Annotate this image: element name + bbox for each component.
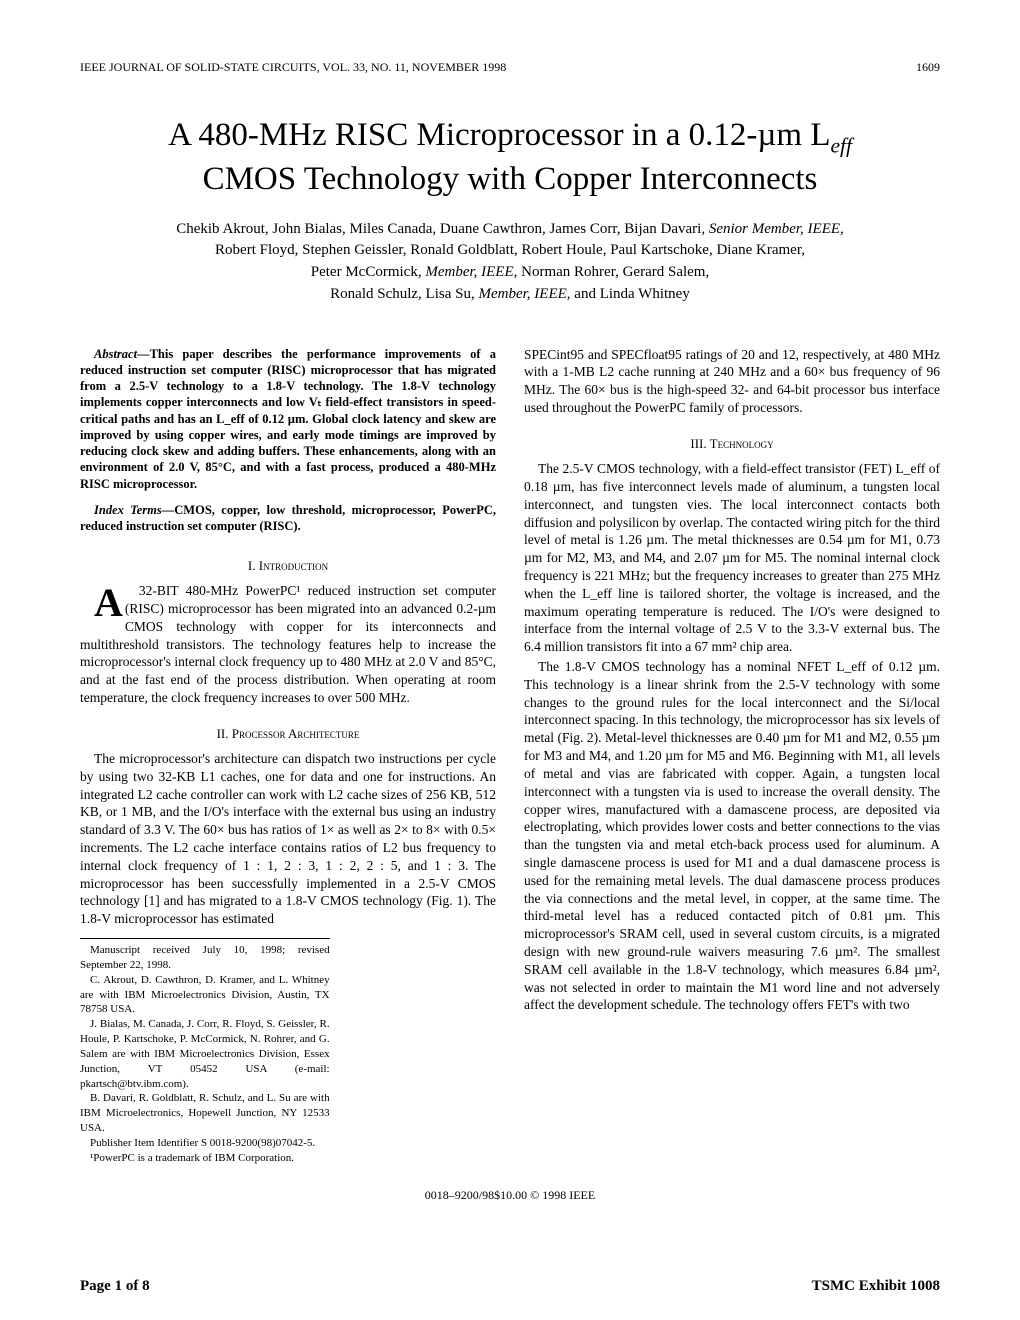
- paper-title: A 480-MHz RISC Microprocessor in a 0.12-…: [80, 115, 940, 201]
- col2-continuation: SPECint95 and SPECfloat95 ratings of 20 …: [524, 346, 940, 417]
- authors-affil3: Member, IEEE: [425, 264, 513, 280]
- right-column: SPECint95 and SPECfloat95 ratings of 20 …: [524, 346, 940, 1166]
- authors-l4b: , and Linda Whitney: [567, 286, 690, 302]
- section1-p1: A32-BIT 480-MHz PowerPC¹ reduced instruc…: [80, 582, 496, 707]
- two-column-body: Abstract—This paper describes the perfor…: [80, 346, 940, 1166]
- title-line1: A 480-MHz RISC Microprocessor in a 0.12-…: [168, 117, 830, 153]
- authors-block: Chekib Akrout, John Bialas, Miles Canada…: [80, 219, 940, 306]
- fn2: C. Akrout, D. Cawthron, D. Kramer, and L…: [80, 973, 330, 1018]
- page-footer: Page 1 of 8 TSMC Exhibit 1008: [80, 1278, 940, 1295]
- authors-l3b: , Norman Rohrer, Gerard Salem,: [514, 264, 710, 280]
- authors-l2: Robert Floyd, Stephen Geissler, Ronald G…: [215, 242, 805, 258]
- authors-affil1: Senior Member, IEEE: [709, 221, 840, 237]
- section3-p2: The 1.8-V CMOS technology has a nominal …: [524, 658, 940, 1014]
- journal-name: IEEE JOURNAL OF SOLID-STATE CIRCUITS, VO…: [80, 60, 506, 75]
- section1-heading: I. Introduction: [80, 557, 496, 574]
- index-label: Index Terms—: [94, 503, 174, 517]
- title-line2: CMOS Technology with Copper Interconnect…: [203, 161, 818, 197]
- title-sub: eff: [831, 134, 852, 158]
- authors-l4a: Ronald Schulz, Lisa Su,: [330, 286, 478, 302]
- fn6: ¹PowerPC is a trademark of IBM Corporati…: [80, 1151, 330, 1166]
- fn5: Publisher Item Identifier S 0018-9200(98…: [80, 1136, 330, 1151]
- footer-right: TSMC Exhibit 1008: [812, 1278, 940, 1295]
- footnotes: Manuscript received July 10, 1998; revis…: [80, 938, 330, 1166]
- authors-l3a: Peter McCormick,: [311, 264, 426, 280]
- authors-l1: Chekib Akrout, John Bialas, Miles Canada…: [176, 221, 709, 237]
- left-column: Abstract—This paper describes the perfor…: [80, 346, 496, 1166]
- footer-left: Page 1 of 8: [80, 1278, 150, 1295]
- page-number: 1609: [916, 60, 940, 75]
- index-terms: Index Terms—CMOS, copper, low threshold,…: [80, 502, 496, 535]
- running-header: IEEE JOURNAL OF SOLID-STATE CIRCUITS, VO…: [80, 60, 940, 75]
- fn3: J. Bialas, M. Canada, J. Corr, R. Floyd,…: [80, 1017, 330, 1091]
- fn4: B. Davari, R. Goldblatt, R. Schulz, and …: [80, 1091, 330, 1136]
- section3-p1: The 2.5-V CMOS technology, with a field-…: [524, 460, 940, 656]
- section3-heading: III. Technology: [524, 435, 940, 452]
- section2-heading: II. Processor Architecture: [80, 725, 496, 742]
- abstract-label: Abstract—: [94, 347, 150, 361]
- abstract-text: This paper describes the performance imp…: [80, 347, 496, 491]
- authors-affil4: Member, IEEE: [478, 286, 566, 302]
- section2-p1: The microprocessor's architecture can di…: [80, 750, 496, 928]
- abstract: Abstract—This paper describes the perfor…: [80, 346, 496, 492]
- fn1: Manuscript received July 10, 1998; revis…: [80, 943, 330, 973]
- copyright-line: 0018–9200/98$10.00 © 1998 IEEE: [80, 1188, 940, 1203]
